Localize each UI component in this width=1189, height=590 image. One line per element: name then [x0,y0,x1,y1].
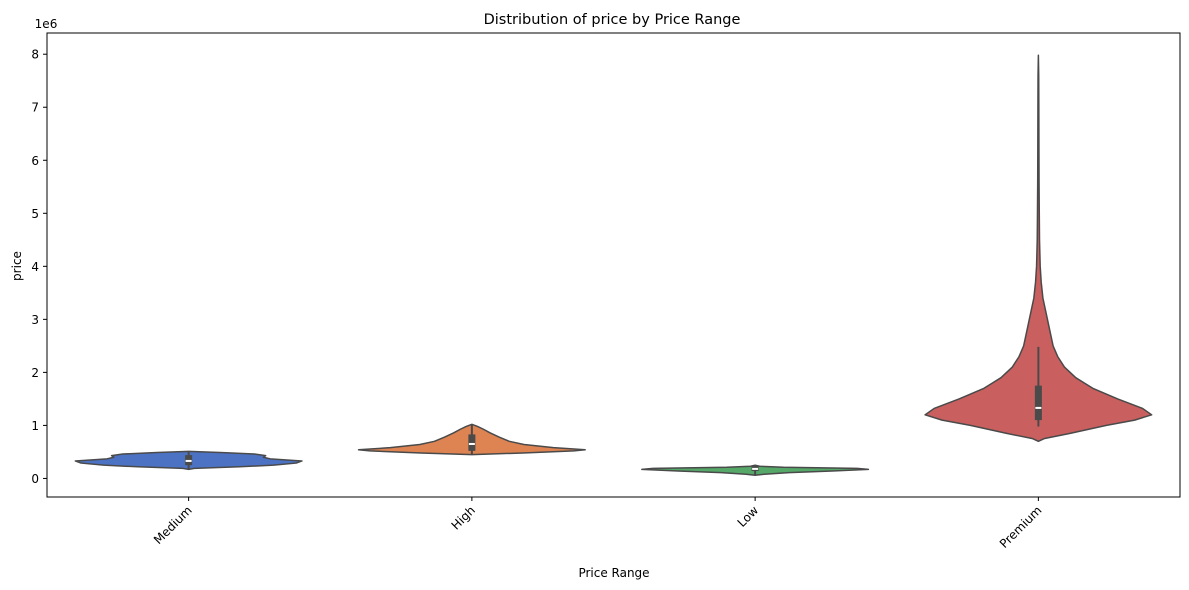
y-tick-label: 0 [31,472,39,486]
plot-frame [46,32,1181,498]
x-tick-label: Low [735,503,762,530]
violin-iqr-box [468,434,476,451]
x-tick-label: Premium [997,503,1045,551]
y-tick-label: 6 [31,154,39,168]
y-tick-label: 2 [31,366,39,380]
y-tick-label: 5 [31,207,39,221]
violins-layer [74,54,1153,477]
y-scale-label: 1e6 [35,17,58,31]
violin-iqr-box [1034,385,1042,421]
x-axis: Medium High Low Premium [151,497,1045,551]
x-axis-label: Price Range [578,566,649,580]
y-tick-label: 7 [31,101,39,115]
y-axis-label: price [10,251,24,281]
violin-body [924,54,1153,443]
y-tick-label: 1 [31,419,39,433]
x-tick-label: Medium [151,503,195,547]
y-tick-label: 4 [31,260,39,274]
y-axis: 0 1 2 3 4 5 6 7 8 [31,48,47,486]
chart-title: Distribution of price by Price Range [484,12,741,28]
y-tick-label: 8 [31,48,39,62]
x-tick-label: High [449,503,478,532]
y-tick-label: 3 [31,313,39,327]
